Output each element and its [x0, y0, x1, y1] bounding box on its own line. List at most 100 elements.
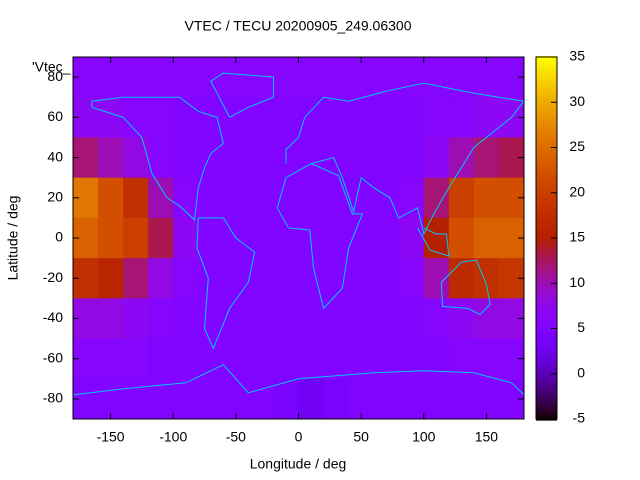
colorbar-step — [536, 176, 557, 180]
heat-cell — [98, 258, 124, 299]
colorbar-step — [536, 327, 557, 331]
x-tick-label: 150 — [475, 429, 499, 445]
colorbar-step — [536, 287, 557, 290]
colorbar-step — [536, 265, 557, 268]
colorbar-step — [536, 293, 557, 296]
heat-cell — [298, 57, 325, 98]
heat-cell — [273, 97, 299, 138]
heat-cell — [323, 177, 350, 219]
colorbar-step — [536, 363, 557, 367]
heat-cell — [398, 57, 425, 98]
x-tick-label: -150 — [97, 429, 125, 445]
heat-cell — [373, 217, 400, 259]
heat-cell — [248, 57, 274, 98]
colorbar-step — [536, 281, 557, 284]
colorbar-step — [536, 355, 557, 359]
heat-cell — [173, 137, 199, 179]
y-axis-label: Latitude / deg — [5, 196, 21, 281]
colorbar-tick-label: 35 — [569, 48, 585, 64]
y-tick-label: -60 — [43, 349, 63, 365]
heat-cell — [173, 57, 199, 98]
colorbar-step — [536, 375, 557, 379]
colorbar-step — [536, 313, 557, 317]
heat-cell — [198, 177, 224, 219]
colorbar-step — [536, 204, 557, 208]
heat-cell — [248, 298, 274, 340]
colorbar-step — [536, 168, 557, 172]
colorbar-step — [536, 160, 557, 164]
colorbar-step — [536, 249, 557, 252]
heat-cell — [123, 378, 149, 420]
colorbar-step — [536, 261, 557, 264]
colorbar-step — [536, 365, 557, 369]
colorbar-step — [536, 94, 557, 97]
colorbar-step — [536, 114, 557, 117]
heat-cell — [373, 378, 400, 420]
colorbar-step — [536, 323, 557, 327]
colorbar-step — [536, 299, 557, 302]
colorbar-step — [536, 228, 557, 232]
colorbar-step — [536, 285, 557, 288]
colorbar-step — [536, 289, 557, 292]
heat-cell — [273, 378, 299, 420]
heat-cell — [348, 378, 375, 420]
colorbar-step — [536, 335, 557, 339]
colorbar-step — [536, 357, 557, 361]
colorbar-step — [536, 309, 557, 313]
heat-cell — [473, 217, 500, 259]
y-tick-label: 40 — [47, 148, 63, 164]
colorbar-step — [536, 156, 557, 160]
colorbar-step — [536, 158, 557, 162]
colorbar-step — [536, 172, 557, 176]
colorbar-step — [536, 241, 557, 244]
heat-cell — [248, 137, 274, 179]
heat-cell — [398, 137, 425, 179]
colorbar-step — [536, 331, 557, 335]
colorbar-step — [536, 271, 557, 274]
heat-cell — [323, 137, 350, 179]
colorbar-step — [536, 112, 557, 115]
heat-cell — [398, 258, 425, 299]
colorbar-tick-label: 20 — [569, 183, 585, 199]
heat-cell — [323, 298, 350, 340]
legend-label: 'Vtec_ — [32, 59, 71, 75]
heat-cell — [173, 338, 199, 380]
colorbar-step — [536, 321, 557, 325]
colorbar-step — [536, 407, 557, 411]
colorbar-step — [536, 297, 557, 300]
y-tick-label: -80 — [43, 390, 63, 406]
colorbar-tick-label: -5 — [573, 410, 586, 426]
colorbar-step — [536, 84, 557, 87]
colorbar-step — [536, 174, 557, 178]
heat-cell — [173, 298, 199, 340]
colorbar-step — [536, 190, 557, 194]
colorbar-step — [536, 243, 557, 246]
colorbar-tick-label: 25 — [569, 138, 585, 154]
heat-cell — [98, 378, 124, 420]
x-tick-label: 100 — [412, 429, 436, 445]
colorbar-tick-label: 15 — [569, 229, 585, 245]
colorbar-step — [536, 319, 557, 323]
heat-cell — [473, 378, 500, 420]
heat-cell — [423, 137, 450, 179]
heat-cell — [148, 177, 174, 219]
x-tick-label: 50 — [353, 429, 369, 445]
colorbar-step — [536, 257, 557, 260]
heat-cell — [223, 137, 249, 179]
colorbar-step — [536, 216, 557, 220]
colorbar-step — [536, 234, 557, 238]
heat-cell — [98, 338, 124, 380]
heat-cell — [148, 97, 174, 138]
colorbar-step — [536, 182, 557, 186]
colorbar-step — [536, 144, 557, 148]
colorbar-step — [536, 162, 557, 166]
heat-cell — [448, 177, 475, 219]
colorbar-step — [536, 154, 557, 158]
colorbar-step — [536, 184, 557, 188]
heat-cell — [248, 97, 274, 138]
colorbar-step — [536, 381, 557, 385]
heat-cell — [223, 378, 249, 420]
colorbar-step — [536, 86, 557, 89]
y-tick-label: -20 — [43, 269, 63, 285]
heat-cell — [273, 177, 299, 219]
